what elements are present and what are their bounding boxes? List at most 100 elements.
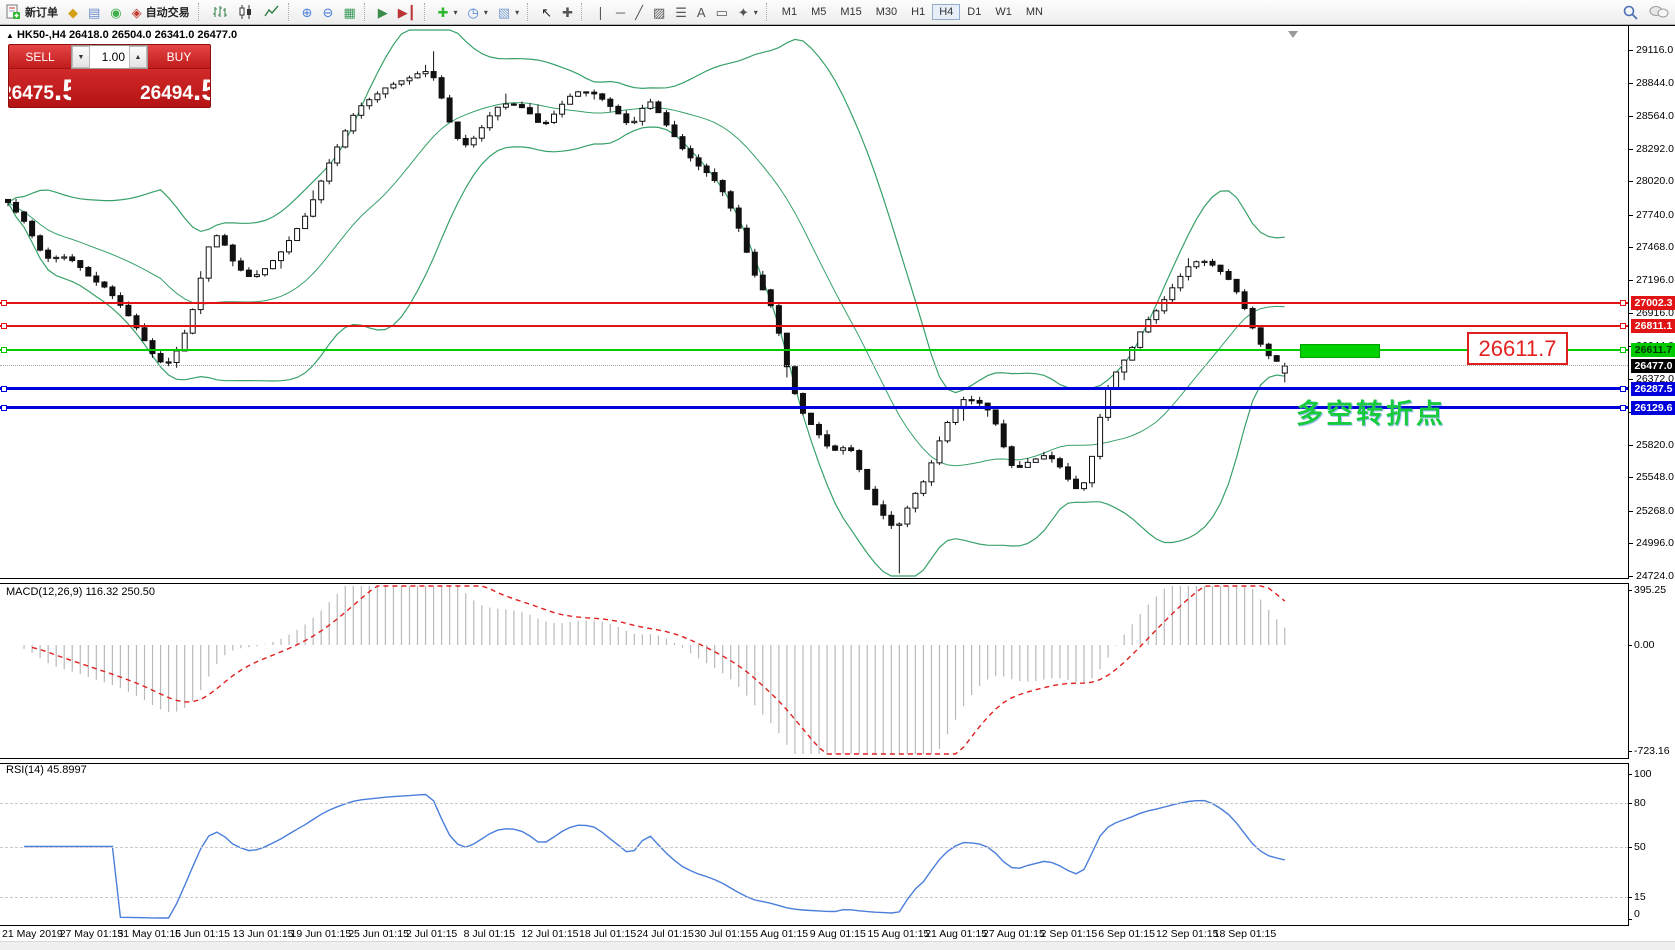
line-anchor-handle[interactable] — [1620, 346, 1626, 353]
candlestick-icon — [239, 5, 251, 19]
new-order-label: 新订单 — [25, 7, 58, 19]
bar-chart-button[interactable] — [208, 3, 232, 21]
line-chart-icon — [264, 5, 279, 17]
price-callout-box[interactable]: 26611.7 — [1467, 332, 1568, 365]
line-anchor-handle[interactable] — [1620, 404, 1626, 411]
profile-button[interactable]: ▤ — [84, 4, 104, 21]
macd-tick-label: 395.25 — [1634, 584, 1667, 596]
profile-icon: ▤ — [88, 4, 101, 20]
rsi-tick — [1628, 803, 1632, 804]
blue-line-price-tag: 26287.5 — [1631, 381, 1675, 396]
date-label: 9 Aug 01:15 — [809, 928, 866, 940]
signal-button[interactable]: ◉ — [106, 4, 125, 21]
indicators-button[interactable]: ✚ ▾ — [434, 4, 462, 21]
toolbar: 新订单 ◆ ▤ ◉ ◈ 自动交易 ⊕ ⊖ ▦ ▶ ▶┃ ✚ ▾ ◷ ▾ ▧ ▾ ↖ ✚… — [0, 0, 1675, 25]
new-order-button[interactable]: 新订单 — [1, 2, 62, 22]
autotrade-label: 自动交易 — [145, 7, 190, 19]
price-tick-label: 27196.0 — [1636, 273, 1674, 286]
zoom-in-button[interactable]: ⊕ — [298, 4, 317, 21]
channel-button[interactable]: ▨ — [649, 4, 669, 21]
date-label: 12 Sep 01:15 — [1156, 928, 1219, 940]
volume-value[interactable]: 1.00 — [101, 50, 125, 64]
chat-icon[interactable] — [1649, 5, 1669, 20]
templates-button[interactable]: ▧ ▾ — [494, 4, 523, 21]
rsi-panel-divider[interactable] — [0, 758, 1629, 764]
line-anchor-handle[interactable] — [1, 385, 7, 392]
tf-m15[interactable]: M15 — [840, 6, 862, 18]
collapse-arrow-icon[interactable]: ▲ — [6, 31, 14, 40]
zoom-out-button[interactable]: ⊖ — [319, 4, 338, 21]
cursor-button[interactable]: ↖ — [537, 4, 556, 21]
periods-button[interactable]: ◷ ▾ — [464, 4, 492, 21]
red-line-price-tag: 27002.3 — [1631, 296, 1675, 311]
auto-scroll-button[interactable]: ▶ — [374, 4, 392, 21]
text-icon: A — [696, 4, 706, 20]
tf-m1[interactable]: M1 — [781, 6, 798, 18]
buy-price[interactable]: 26494.5 — [140, 69, 210, 107]
line-anchor-handle[interactable] — [1, 346, 7, 353]
line-chart-button[interactable] — [260, 3, 284, 21]
indicators-icon: ✚ — [437, 4, 449, 20]
buy-button[interactable]: BUY — [148, 45, 210, 69]
tf-d1[interactable]: D1 — [967, 6, 982, 18]
line-anchor-handle[interactable] — [1620, 322, 1626, 329]
horizontal-line-button[interactable]: ─ — [612, 4, 629, 21]
green-line-price-tag: 26611.7 — [1631, 342, 1675, 357]
price-tick — [1628, 279, 1633, 281]
blue-horizontal-line[interactable] — [0, 387, 1628, 391]
price-tick — [1628, 181, 1633, 183]
sell-button[interactable]: SELL — [9, 45, 71, 69]
line-anchor-handle[interactable] — [1, 404, 7, 411]
gold-icon: ◆ — [68, 4, 78, 20]
autotrade-button[interactable]: ◈ 自动交易 — [128, 2, 194, 22]
text-button[interactable]: A — [693, 4, 710, 21]
green-horizontal-line[interactable] — [0, 348, 1628, 351]
chart-shift-button[interactable]: ▶┃ — [394, 4, 420, 21]
toolbar-separator — [363, 3, 370, 21]
arrows-button[interactable]: ✦ ▾ — [734, 4, 762, 21]
volume-down-button[interactable]: ▼ — [72, 46, 90, 68]
trendline-button[interactable]: ╱ — [631, 4, 647, 21]
crosshair-button[interactable]: ✚ — [558, 4, 577, 21]
tf-h1[interactable]: H1 — [911, 6, 926, 18]
rsi-level-line — [0, 803, 1628, 804]
line-anchor-handle[interactable] — [1, 300, 7, 307]
chart-plot-area[interactable] — [0, 26, 1628, 925]
turning-point-note[interactable]: 多空转折点 — [1296, 399, 1446, 429]
macd-tick-label: -723.16 — [1634, 745, 1670, 757]
chevron-down-icon: ▾ — [483, 7, 488, 17]
one-click-trade-panel: SELL ▼ 1.00 ▲ BUY 26475.5 26494.5 — [8, 44, 211, 108]
line-anchor-handle[interactable] — [1620, 300, 1626, 307]
cursor-icon: ↖ — [541, 4, 553, 20]
price-tick — [1628, 575, 1633, 577]
price-tick-label: 28292.0 — [1636, 142, 1674, 155]
vertical-line-button[interactable]: ❘ — [591, 4, 610, 21]
zoom-in-icon: ⊕ — [301, 4, 313, 20]
tf-w1[interactable]: W1 — [995, 6, 1012, 18]
red-horizontal-line[interactable] — [0, 324, 1628, 327]
tile-windows-button[interactable]: ▦ — [339, 4, 359, 21]
market-watch-button[interactable]: ◆ — [64, 4, 82, 21]
red-horizontal-line[interactable] — [0, 302, 1628, 305]
tf-h4[interactable]: H4 — [932, 4, 961, 20]
tf-m5[interactable]: M5 — [811, 6, 827, 18]
chart-shift-marker[interactable] — [1288, 31, 1298, 38]
clock-icon: ◷ — [467, 4, 479, 20]
candlestick-button[interactable] — [234, 3, 258, 21]
price-tick-label: 28844.0 — [1636, 76, 1674, 89]
line-anchor-handle[interactable] — [1, 322, 7, 329]
volume-up-button[interactable]: ▲ — [129, 46, 147, 68]
sell-price[interactable]: 26475.5 — [9, 69, 79, 107]
macd-panel-divider[interactable] — [0, 578, 1629, 584]
fibonacci-button[interactable]: ☰ — [671, 4, 691, 21]
rsi-tick-label: 50 — [1634, 840, 1646, 853]
search-icon[interactable] — [1622, 4, 1639, 21]
date-label: 25 Jun 01:15 — [348, 928, 409, 940]
highlighted-line-segment[interactable] — [1300, 343, 1380, 358]
text-label-button[interactable]: ▭ — [712, 4, 732, 21]
line-anchor-handle[interactable] — [1620, 385, 1626, 392]
toolbar-separator — [580, 3, 587, 21]
toolbar-separator — [197, 3, 204, 21]
tf-mn[interactable]: MN — [1025, 6, 1043, 18]
tf-m30[interactable]: M30 — [875, 6, 898, 18]
